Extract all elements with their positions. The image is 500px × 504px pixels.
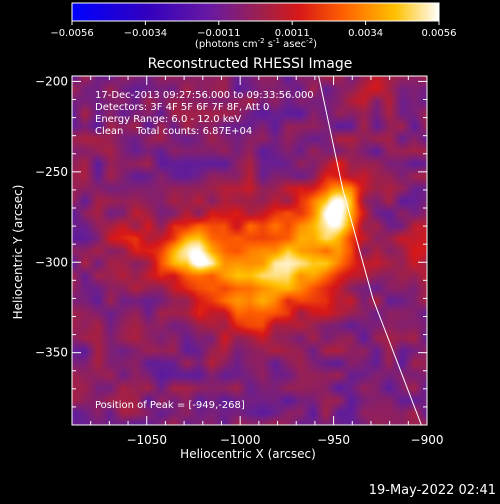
x-tick-label: −950: [317, 433, 350, 447]
plot-frame: [71, 75, 428, 426]
y-tick-label: −350: [35, 346, 68, 360]
heatmap-image: [72, 76, 427, 425]
colorbar: [71, 2, 440, 22]
solar-limb-line: [318, 76, 422, 425]
colorbar-tick-label: −0.0034: [124, 28, 167, 39]
colorbar-ticks: −0.0056 −0.0034 −0.0011 0.0011 0.0034 0.0056: [50, 21, 457, 39]
colorbar-tick-label: 0.0034: [348, 28, 383, 39]
y-tick-label: −200: [35, 74, 68, 88]
info-energy-range: Energy Range: 6.0 - 12.0 keV: [95, 114, 241, 125]
y-tick-label: −250: [35, 165, 68, 179]
y-tick-label: −300: [35, 255, 68, 269]
peak-position-label: Position of Peak = [-949,-268]: [95, 400, 245, 411]
colorbar-tick-label: 0.0011: [275, 28, 310, 39]
info-time-range: 17-Dec-2013 09:27:56.000 to 09:33:56.000: [95, 90, 314, 101]
footer-date: 19-May-2022 02:41: [369, 483, 496, 498]
colorbar-tick-label: −0.0011: [197, 28, 240, 39]
colorbar-unit-label: (photons cm-2 s-1 asec-2): [195, 37, 317, 50]
x-tick-label: −1050: [126, 433, 167, 447]
colorbar-tick-label: 0.0056: [422, 28, 457, 39]
chart-title: Reconstructed RHESSI Image: [148, 56, 353, 72]
x-tick-label: −1000: [220, 433, 261, 447]
x-axis: −1050 −1000 −950 −900: [71, 76, 444, 447]
x-tick-label: −900: [411, 433, 444, 447]
colorbar-tick-label: −0.0056: [50, 28, 93, 39]
y-axis-label: Heliocentric Y (arcsec): [11, 185, 25, 320]
info-clean-counts: Clean Total counts: 6.87E+04: [95, 126, 252, 137]
y-axis: −200 −250 −300 −350: [35, 74, 427, 426]
info-detectors: Detectors: 3F 4F 5F 6F 7F 8F, Att 0: [95, 102, 269, 113]
x-axis-label: Heliocentric X (arcsec): [180, 447, 316, 461]
